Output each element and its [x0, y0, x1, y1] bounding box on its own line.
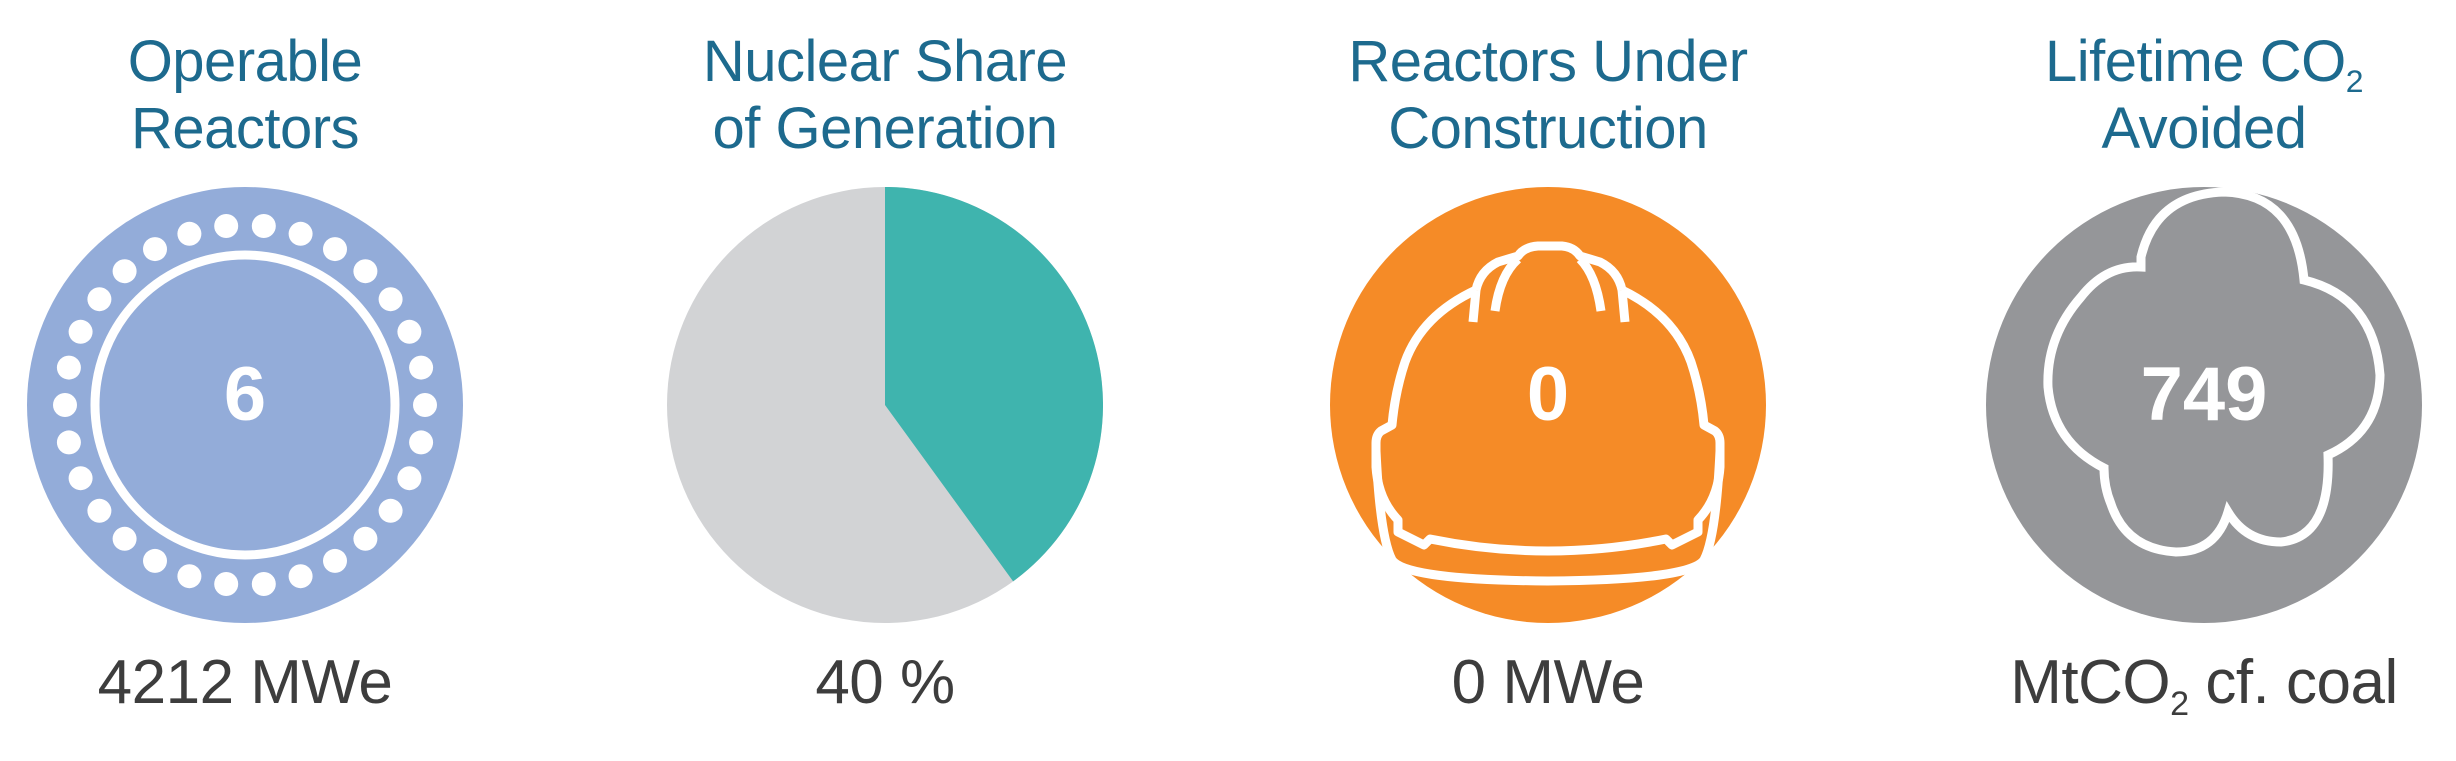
- co2-avoided-title: Lifetime CO2 Avoided: [1904, 28, 2456, 162]
- operable-reactors-title: Operable Reactors: [0, 28, 545, 162]
- under-construction-capacity-value: 0 MWe: [1451, 648, 1645, 717]
- co2-avoided-unit: MtCO2 cf. coal: [2010, 648, 2398, 723]
- operable-reactors-count: 6: [223, 352, 267, 437]
- under-construction-title: Reactors Under Construction: [1248, 28, 1848, 162]
- title-line-2: of Generation: [712, 96, 1058, 161]
- title-line-2: Reactors: [130, 96, 360, 161]
- title-line-1: Operable: [127, 29, 363, 94]
- co2-avoided-amount: 749: [2140, 352, 2268, 437]
- operable-capacity-value: 4212 MWe: [97, 648, 393, 717]
- under-construction-count: 0: [1526, 352, 1570, 437]
- pie-slice-nuclear: [885, 187, 1103, 582]
- operable-reactors-panel: Operable Reactors 6 4212 MWe: [0, 0, 545, 761]
- cloud-icon: 749: [1986, 187, 2422, 623]
- title-line-2: Construction: [1388, 96, 1708, 161]
- nuclear-share-value: 40 %: [815, 648, 955, 717]
- nuclear-share-title: Nuclear Share of Generation: [585, 28, 1185, 162]
- reactor-ring-icon: 6: [27, 187, 463, 623]
- co2-avoided-panel: Lifetime CO2 Avoided 749 MtCO2 cf. coal: [1904, 0, 2456, 761]
- under-construction-panel: Reactors Under Construction 0 0 MWe: [1248, 0, 1848, 761]
- title-line-1: Nuclear Share: [702, 29, 1068, 94]
- pie-chart: [667, 187, 1103, 623]
- title-line-2: Avoided: [2101, 96, 2307, 161]
- title-line-1: Reactors Under: [1348, 29, 1748, 94]
- hard-hat-icon: 0: [1330, 187, 1766, 623]
- nuclear-share-panel: Nuclear Share of Generation 40 %: [585, 0, 1185, 761]
- title-line-1: Lifetime CO2: [2045, 29, 2363, 100]
